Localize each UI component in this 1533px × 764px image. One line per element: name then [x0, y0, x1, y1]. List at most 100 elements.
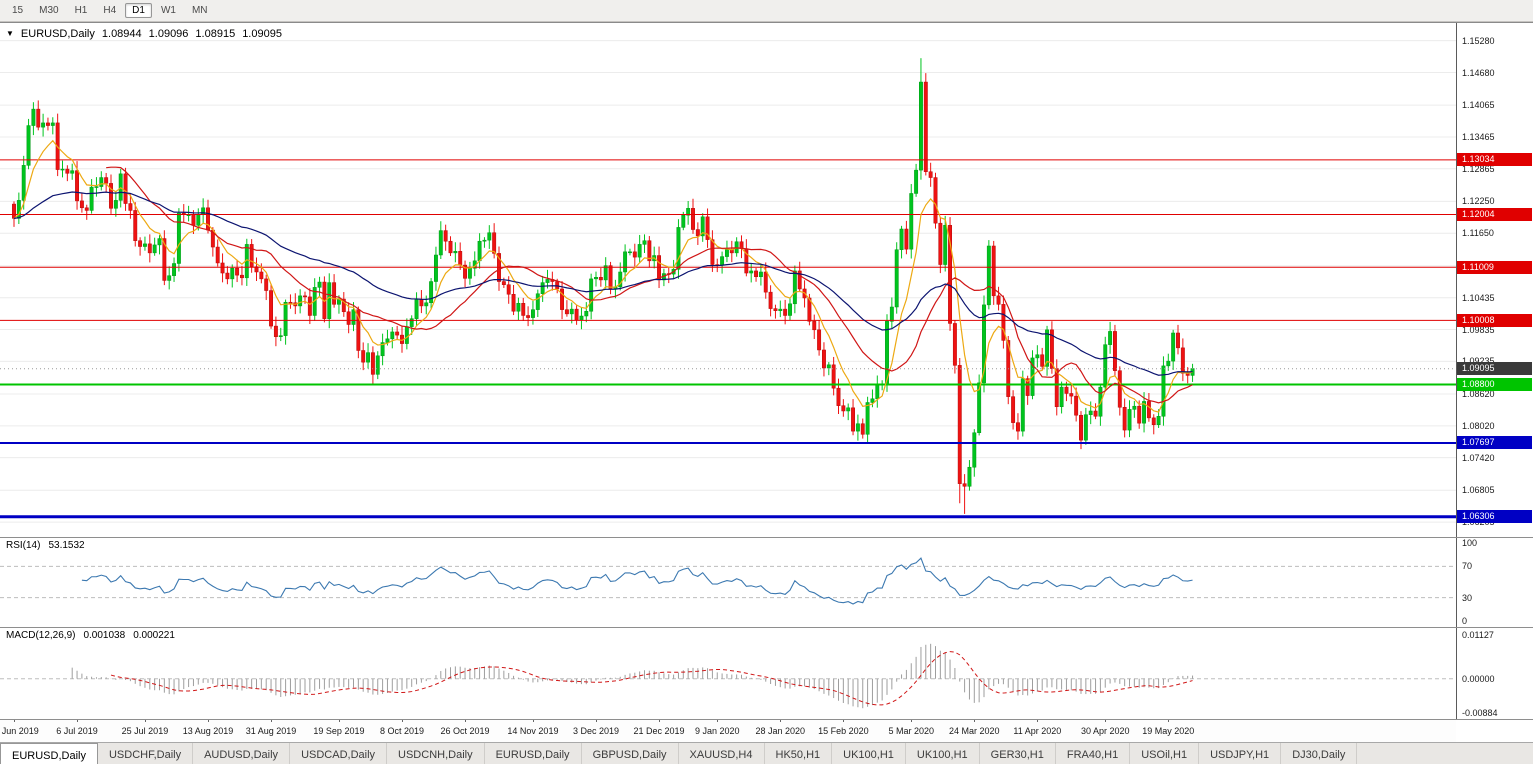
macd-panel-separator[interactable] [0, 627, 1533, 628]
chart-tab-usdcad-daily[interactable]: USDCAD,Daily [290, 743, 388, 764]
date-label: 14 Nov 2019 [507, 726, 559, 736]
chart-tab-eurusd-daily[interactable]: EURUSD,Daily [485, 743, 582, 764]
date-tick-mark [208, 719, 209, 722]
level-price-label: 1.13034 [1457, 153, 1532, 167]
macd-main-value: 0.001038 [83, 630, 126, 641]
date-label: 28 Jan 2020 [755, 726, 806, 736]
chart-tab-audusd-daily[interactable]: AUDUSD,Daily [193, 743, 291, 764]
chart-window: ▼ EURUSD,Daily 1.08944 1.09096 1.08915 1… [0, 22, 1533, 743]
date-tick-mark [974, 719, 976, 722]
date-axis[interactable]: 18 Jun 2019 6 Jul 2019 25 Jul 2019 13 Aug 2… [0, 719, 1456, 743]
timeframe-mn[interactable]: MN [191, 5, 208, 16]
date-label: 3 Dec 2019 [572, 726, 620, 736]
price-chart[interactable] [0, 23, 1456, 537]
timeframe-m30[interactable]: M30 [39, 5, 59, 16]
price-tick: 1.12250 [1462, 196, 1495, 207]
date-tick-mark [144, 719, 146, 722]
chart-tab-dj30-daily[interactable]: DJ30,Daily [1281, 743, 1358, 764]
price-tick: 1.09835 [1462, 324, 1495, 335]
chart-tab-fra40-h1[interactable]: FRA40,H1 [1056, 743, 1131, 764]
chart-tab-gbpusd-daily[interactable]: GBPUSD,Daily [582, 743, 679, 764]
price-axis-column[interactable]: 1.15280 1.14680 1.14065 1.13465 1.12865 1.122… [1456, 23, 1533, 719]
macd-tick: -0.00884 [1462, 708, 1498, 718]
price-tick: 1.07420 [1462, 452, 1495, 463]
date-label: 5 Mar 2020 [888, 726, 935, 736]
date-tick-mark [717, 719, 719, 722]
date-axis-separator [0, 719, 1533, 720]
chart-tab-eurusd-daily[interactable]: EURUSD,Daily [0, 743, 98, 764]
rsi-panel[interactable] [0, 537, 1456, 627]
price-tick: 1.08620 [1462, 389, 1495, 399]
price-tick: 1.11650 [1462, 228, 1494, 239]
rsi-tick: 30 [1462, 592, 1473, 603]
date-tick-mark [402, 719, 403, 722]
chart-tab-xauusd-h4[interactable]: XAUUSD,H4 [679, 743, 765, 764]
level-price-label: 1.12004 [1457, 207, 1532, 221]
date-label: 19 May 2020 [1142, 726, 1195, 736]
chart-tab-usdjpy-h1[interactable]: USDJPY,H1 [1199, 743, 1282, 764]
level-price-label: 1.07697 [1457, 436, 1532, 450]
date-tick-mark [1168, 719, 1170, 722]
level-price-label: 1.11009 [1457, 260, 1532, 274]
chart-tab-usdchf-daily[interactable]: USDCHF,Daily [98, 743, 194, 764]
date-label: 31 Aug 2019 [245, 726, 297, 736]
date-tick-mark [1037, 719, 1039, 722]
date-label: 26 Oct 2019 [440, 726, 490, 736]
macd-name: MACD(12,26,9) [6, 630, 76, 641]
date-label: 30 Apr 2020 [1080, 726, 1130, 736]
level-price-label: 1.06306 [1457, 510, 1532, 524]
macd-panel[interactable] [0, 627, 1456, 719]
chart-low: 1.08915 [195, 28, 236, 40]
date-label: 19 Sep 2019 [313, 726, 365, 736]
chart-tab-usoil-h1[interactable]: USOil,H1 [1130, 743, 1200, 764]
rsi-tick: 0 [1462, 616, 1468, 626]
chart-tabs-bar: EURUSD,Daily USDCHF,Daily AUDUSD,Daily USDC… [0, 742, 1533, 764]
rsi-label: RSI(14) 53.1532 [6, 540, 85, 551]
price-tick: 1.08020 [1462, 420, 1495, 431]
date-tick-mark [14, 719, 15, 722]
chart-tab-uk100-h1[interactable]: UK100,H1 [906, 743, 980, 764]
rsi-panel-separator[interactable] [0, 537, 1533, 538]
macd-signal-value: 0.000221 [133, 630, 175, 641]
date-tick-mark [780, 719, 782, 722]
chart-tab-ger30-h1[interactable]: GER30,H1 [980, 743, 1056, 764]
chevron-down-icon[interactable]: ▼ [6, 29, 14, 38]
price-tick: 1.06805 [1462, 485, 1495, 496]
date-label: 11 Apr 2020 [1013, 726, 1062, 736]
price-tick: 1.09235 [1462, 355, 1495, 367]
chart-symbol: EURUSD,Daily [20, 28, 95, 40]
chart-info: ▼ EURUSD,Daily 1.08944 1.09096 1.08915 1… [6, 28, 282, 40]
timeframe-h4[interactable]: H4 [103, 5, 117, 16]
date-label: 15 Feb 2020 [818, 726, 869, 736]
date-tick-mark [843, 719, 845, 722]
date-label: 18 Jun 2019 [0, 726, 39, 736]
chart-tab-hk50-h1[interactable]: HK50,H1 [765, 743, 833, 764]
date-label: 13 Aug 2019 [182, 726, 234, 736]
date-tick-mark [532, 719, 534, 722]
macd-tick: 0.01127 [1462, 630, 1494, 640]
date-tick-mark [659, 719, 661, 722]
date-label: 21 Dec 2019 [633, 726, 685, 736]
date-tick-mark [465, 719, 467, 722]
timeframe-h1[interactable]: H1 [74, 5, 88, 16]
timeframe-w1[interactable]: W1 [160, 5, 176, 16]
date-label: 8 Oct 2019 [379, 726, 425, 736]
macd-tick: 0.00000 [1462, 673, 1495, 684]
date-tick-mark [1105, 719, 1107, 722]
price-tick: 1.10435 [1462, 292, 1495, 303]
chart-tab-uk100-h1[interactable]: UK100,H1 [832, 743, 906, 764]
rsi-name: RSI(14) [6, 540, 41, 551]
current-price-label: 1.09095 [1457, 362, 1532, 376]
price-tick: 1.15280 [1462, 35, 1495, 46]
timeframe-15[interactable]: 15 [12, 5, 24, 16]
level-price-label: 1.08800 [1457, 377, 1532, 391]
date-tick-mark [77, 719, 79, 722]
date-label: 9 Jan 2020 [694, 726, 740, 736]
price-tick: 1.12865 [1462, 163, 1495, 174]
rsi-value: 53.1532 [48, 540, 85, 551]
date-tick-mark [271, 719, 273, 722]
timeframe-d1[interactable]: D1 [125, 3, 152, 18]
price-tick: 1.14680 [1462, 67, 1495, 78]
rsi-tick: 100 [1462, 538, 1478, 548]
chart-tab-usdcnh-daily[interactable]: USDCNH,Daily [387, 743, 485, 764]
